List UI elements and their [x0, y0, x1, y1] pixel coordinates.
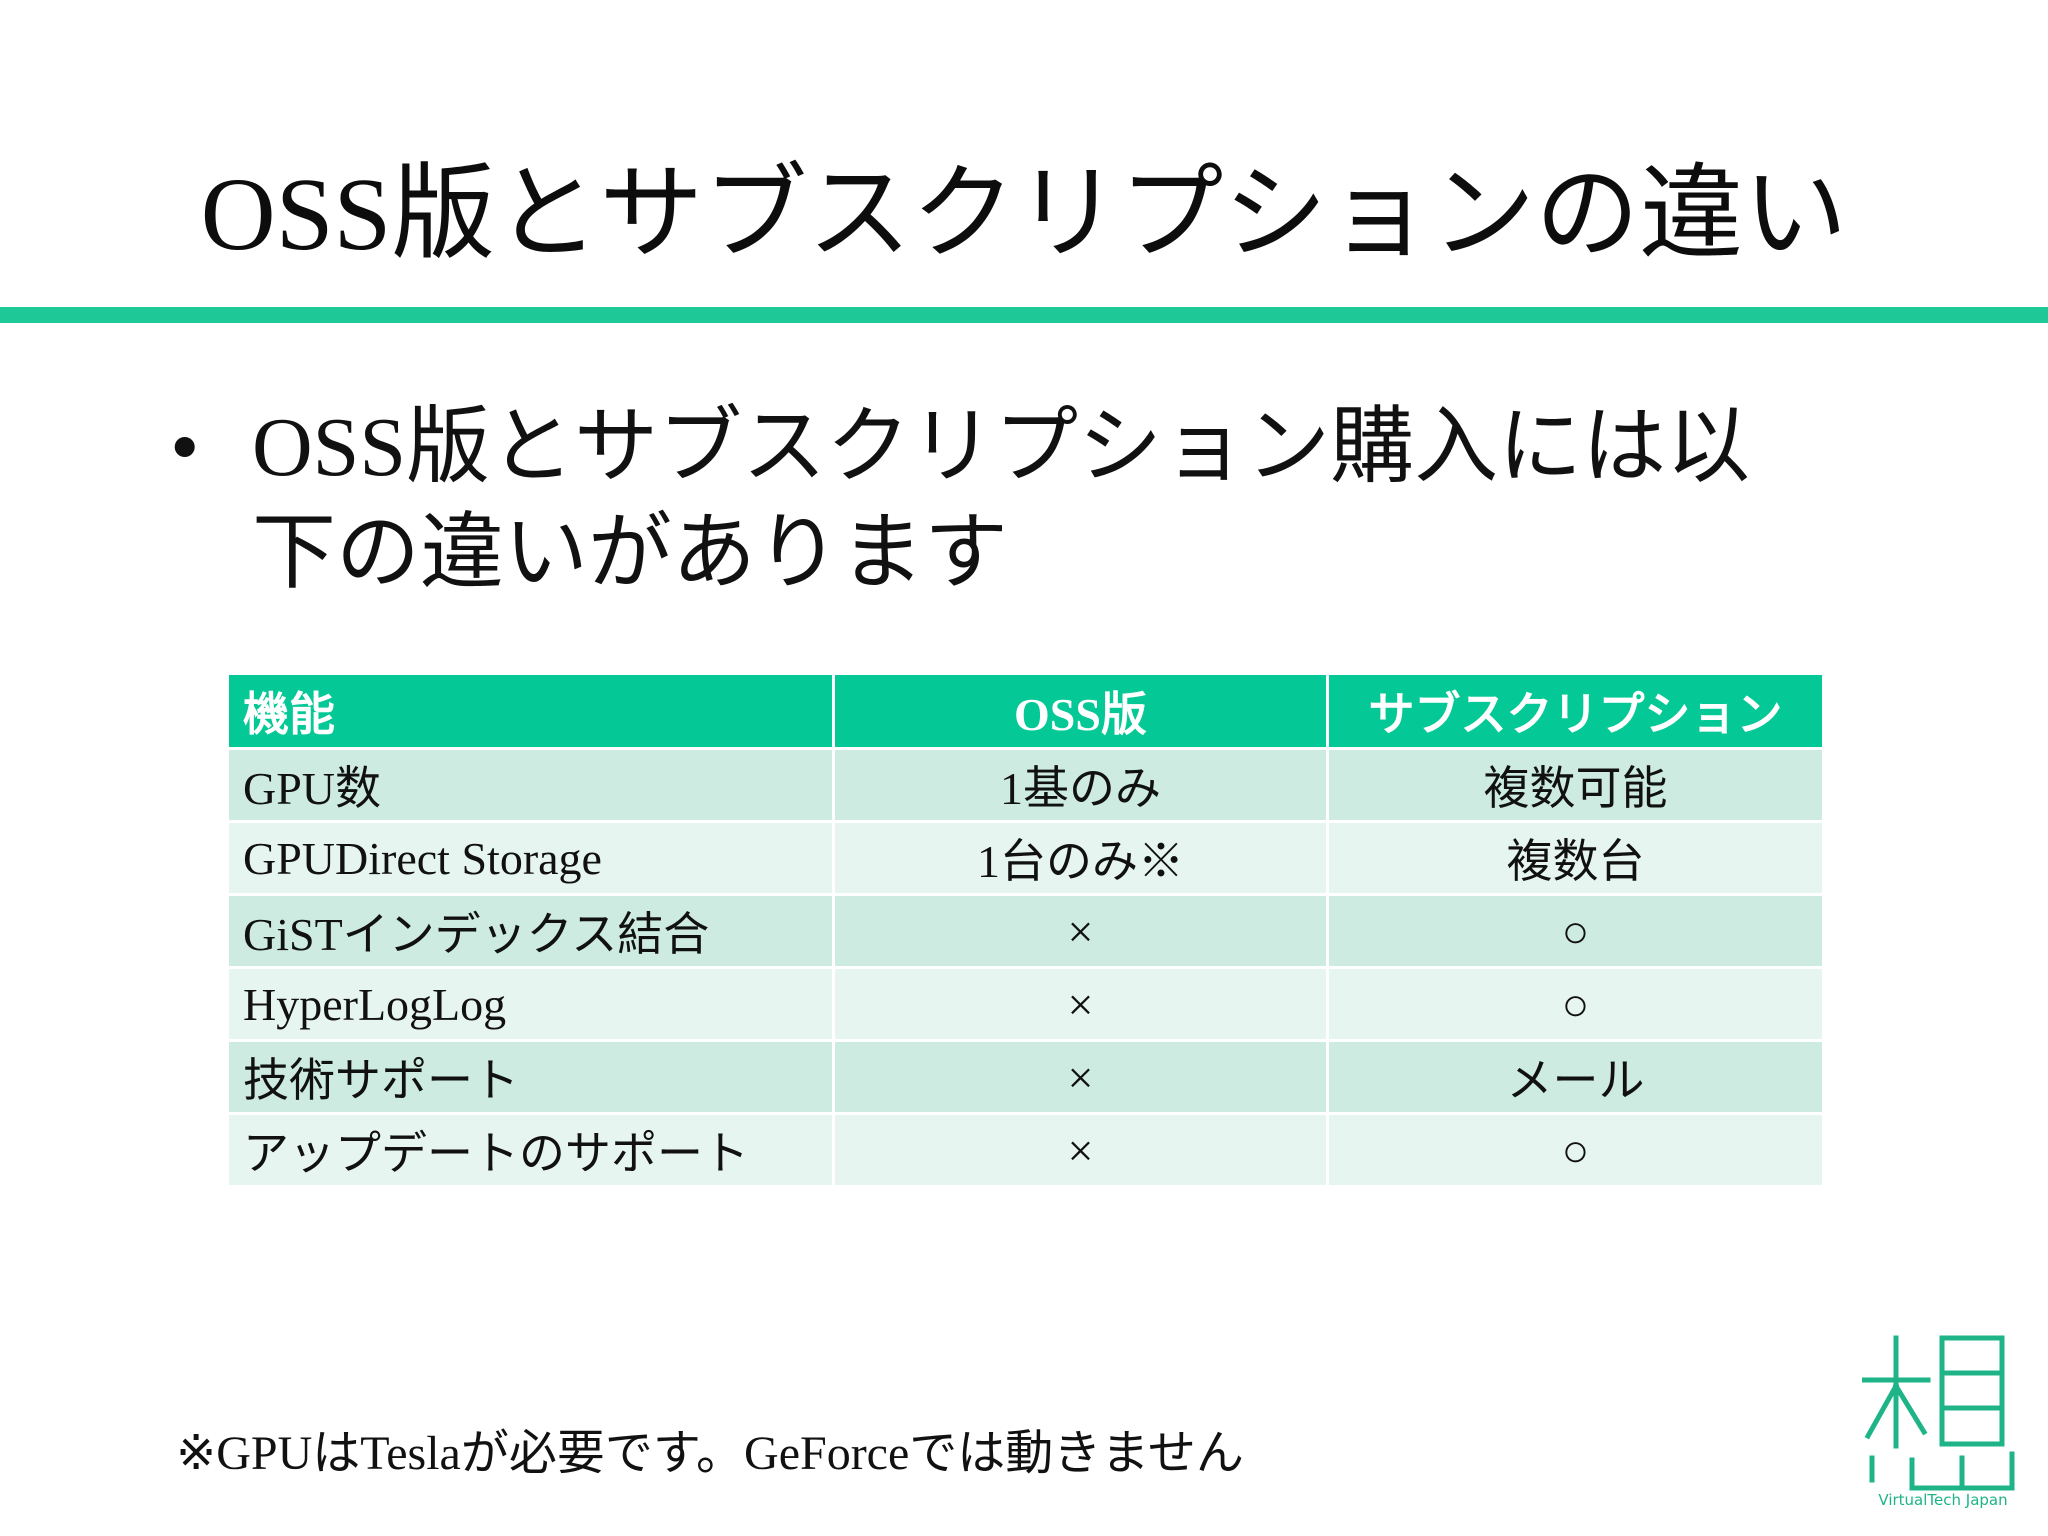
- logo-text: VirtualTech Japan: [1878, 1491, 2008, 1509]
- cell-oss: 1台のみ※: [832, 820, 1329, 896]
- cell-subscription: 複数可能: [1326, 747, 1825, 823]
- cell-oss: ×: [832, 893, 1329, 969]
- header-subscription: サブスクリプション: [1326, 672, 1825, 750]
- feature-comparison-table: 機能 OSS版 サブスクリプション GPU数 1基のみ 複数可能 GPUDire…: [226, 672, 1825, 1188]
- header-oss: OSS版: [832, 672, 1329, 750]
- cell-subscription: 複数台: [1326, 820, 1825, 896]
- slide-title: OSS版とサブスクリプションの違い: [200, 157, 1848, 272]
- cell-feature: HyperLogLog: [226, 966, 835, 1042]
- cell-feature: GPU数: [226, 747, 835, 823]
- footnote: ※GPUはTeslaが必要です。GeForceでは動きません: [176, 1427, 1244, 1480]
- cell-oss: ×: [832, 1112, 1329, 1188]
- table-header-row: 機能 OSS版 サブスクリプション: [226, 672, 1825, 750]
- cell-subscription: ○: [1326, 893, 1825, 969]
- cell-oss: 1基のみ: [832, 747, 1329, 823]
- cell-subscription: ○: [1326, 966, 1825, 1042]
- cell-oss: ×: [832, 1039, 1329, 1115]
- cell-oss: ×: [832, 966, 1329, 1042]
- cell-feature: 技術サポート: [226, 1039, 835, 1115]
- table-row: HyperLogLog × ○: [226, 966, 1825, 1042]
- cell-subscription: メール: [1326, 1039, 1825, 1115]
- table-row: GiSTインデックス結合 × ○: [226, 893, 1825, 969]
- bullet-marker: •: [170, 401, 200, 494]
- bullet-text: OSS版とサブスクリプション購入には以下の違いがあります: [252, 401, 1751, 600]
- table-row: GPU数 1基のみ 複数可能: [226, 747, 1825, 823]
- kanji-logo-icon: [1862, 1335, 2015, 1491]
- table-row: アップデートのサポート × ○: [226, 1112, 1825, 1188]
- cell-feature: GPUDirect Storage: [226, 820, 835, 896]
- header-feature: 機能: [226, 672, 835, 750]
- table-row: GPUDirect Storage 1台のみ※ 複数台: [226, 820, 1825, 896]
- bullet-point: • OSS版とサブスクリプション購入には以下の違いがあります: [170, 395, 1890, 607]
- cell-feature: アップデートのサポート: [226, 1112, 835, 1188]
- cell-subscription: ○: [1326, 1112, 1825, 1188]
- table-row: 技術サポート × メール: [226, 1039, 1825, 1115]
- title-divider: [0, 307, 2048, 323]
- cell-feature: GiSTインデックス結合: [226, 893, 835, 969]
